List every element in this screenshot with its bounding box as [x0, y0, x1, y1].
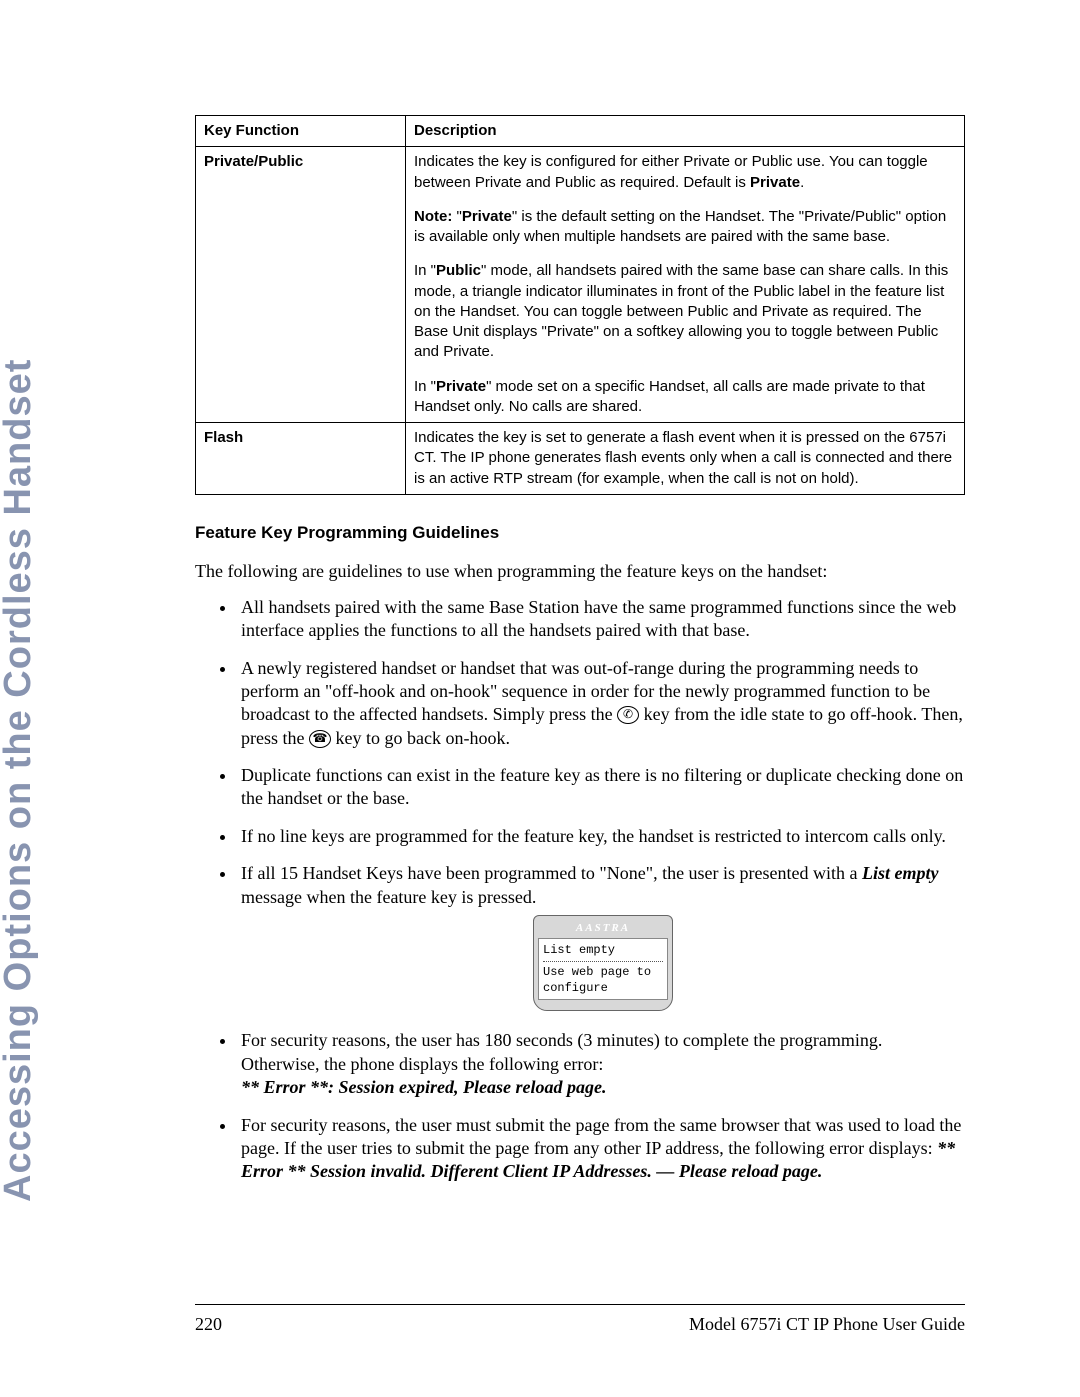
text-fragment: In "	[414, 378, 436, 395]
desc-paragraph: Indicates the key is configured for eith…	[414, 152, 956, 193]
list-item: Duplicate functions can exist in the fea…	[237, 764, 965, 811]
error-text: ** Error **: Session expired, Please rel…	[241, 1077, 606, 1097]
text-fragment: key to go back on-hook.	[335, 728, 509, 748]
offhook-icon: ✆	[617, 706, 639, 724]
text-fragment: If all 15 Handset Keys have been program…	[241, 863, 862, 883]
side-section-title: Accessing Options on the Cordless Handse…	[0, 359, 40, 1202]
text-bold-italic: List empty	[862, 863, 938, 883]
list-item: A newly registered handset or handset th…	[237, 657, 965, 751]
text-bold: Note:	[414, 208, 452, 225]
list-item: If all 15 Handset Keys have been program…	[237, 862, 965, 1011]
text-bold: Private	[750, 174, 800, 191]
guidelines-list: All handsets paired with the same Base S…	[195, 596, 965, 1184]
footer-rule	[195, 1304, 965, 1305]
text-fragment: " mode, all handsets paired with the sam…	[414, 262, 948, 360]
key-function-table: Key Function Description Private/Public …	[195, 115, 965, 495]
device-screen-line: Use web page to	[543, 964, 663, 980]
table-row: Private/Public Indicates the key is conf…	[196, 147, 965, 423]
device-screen: List empty Use web page to configure	[538, 938, 668, 1000]
text-bold: Private	[462, 208, 512, 225]
table-row: Flash Indicates the key is set to genera…	[196, 423, 965, 495]
device-screen-line: configure	[543, 980, 663, 996]
device-brand: AASTRA	[538, 920, 668, 938]
onhook-icon: ☎	[309, 730, 331, 748]
desc-paragraph: Note: "Private" is the default setting o…	[414, 207, 956, 248]
cell-key-function: Private/Public	[196, 147, 406, 423]
list-item: If no line keys are programmed for the f…	[237, 825, 965, 848]
text-fragment: " mode set on a specific Handset, all ca…	[414, 378, 925, 415]
text-fragment: .	[800, 174, 804, 191]
device-screen-line: List empty	[543, 942, 663, 961]
desc-paragraph: In "Private" mode set on a specific Hand…	[414, 377, 956, 418]
text-fragment: For security reasons, the user has 180 s…	[241, 1030, 882, 1073]
page-number: 220	[195, 1314, 222, 1335]
text-bold: Public	[436, 262, 481, 279]
page-content: Key Function Description Private/Public …	[195, 115, 965, 1198]
cell-key-function: Flash	[196, 423, 406, 495]
text-fragment: Indicates the key is configured for eith…	[414, 153, 928, 190]
text-fragment: In "	[414, 262, 436, 279]
cell-description: Indicates the key is configured for eith…	[406, 147, 965, 423]
text-fragment: For security reasons, the user must subm…	[241, 1115, 961, 1158]
list-item: For security reasons, the user has 180 s…	[237, 1029, 965, 1099]
list-item: All handsets paired with the same Base S…	[237, 596, 965, 643]
list-item: For security reasons, the user must subm…	[237, 1114, 965, 1184]
table-header-desc: Description	[406, 116, 965, 147]
desc-paragraph: In "Public" mode, all handsets paired wi…	[414, 261, 956, 362]
section-heading: Feature Key Programming Guidelines	[195, 523, 965, 543]
cell-description: Indicates the key is set to generate a f…	[406, 423, 965, 495]
table-header-key: Key Function	[196, 116, 406, 147]
footer-title: Model 6757i CT IP Phone User Guide	[689, 1314, 965, 1335]
text-bold: Private	[436, 378, 486, 395]
intro-text: The following are guidelines to use when…	[195, 561, 965, 582]
handset-device-mock: AASTRA List empty Use web page to config…	[533, 915, 673, 1011]
table-header-row: Key Function Description	[196, 116, 965, 147]
text-fragment: "	[452, 208, 462, 225]
text-fragment: message when the feature key is pressed.	[241, 887, 536, 907]
